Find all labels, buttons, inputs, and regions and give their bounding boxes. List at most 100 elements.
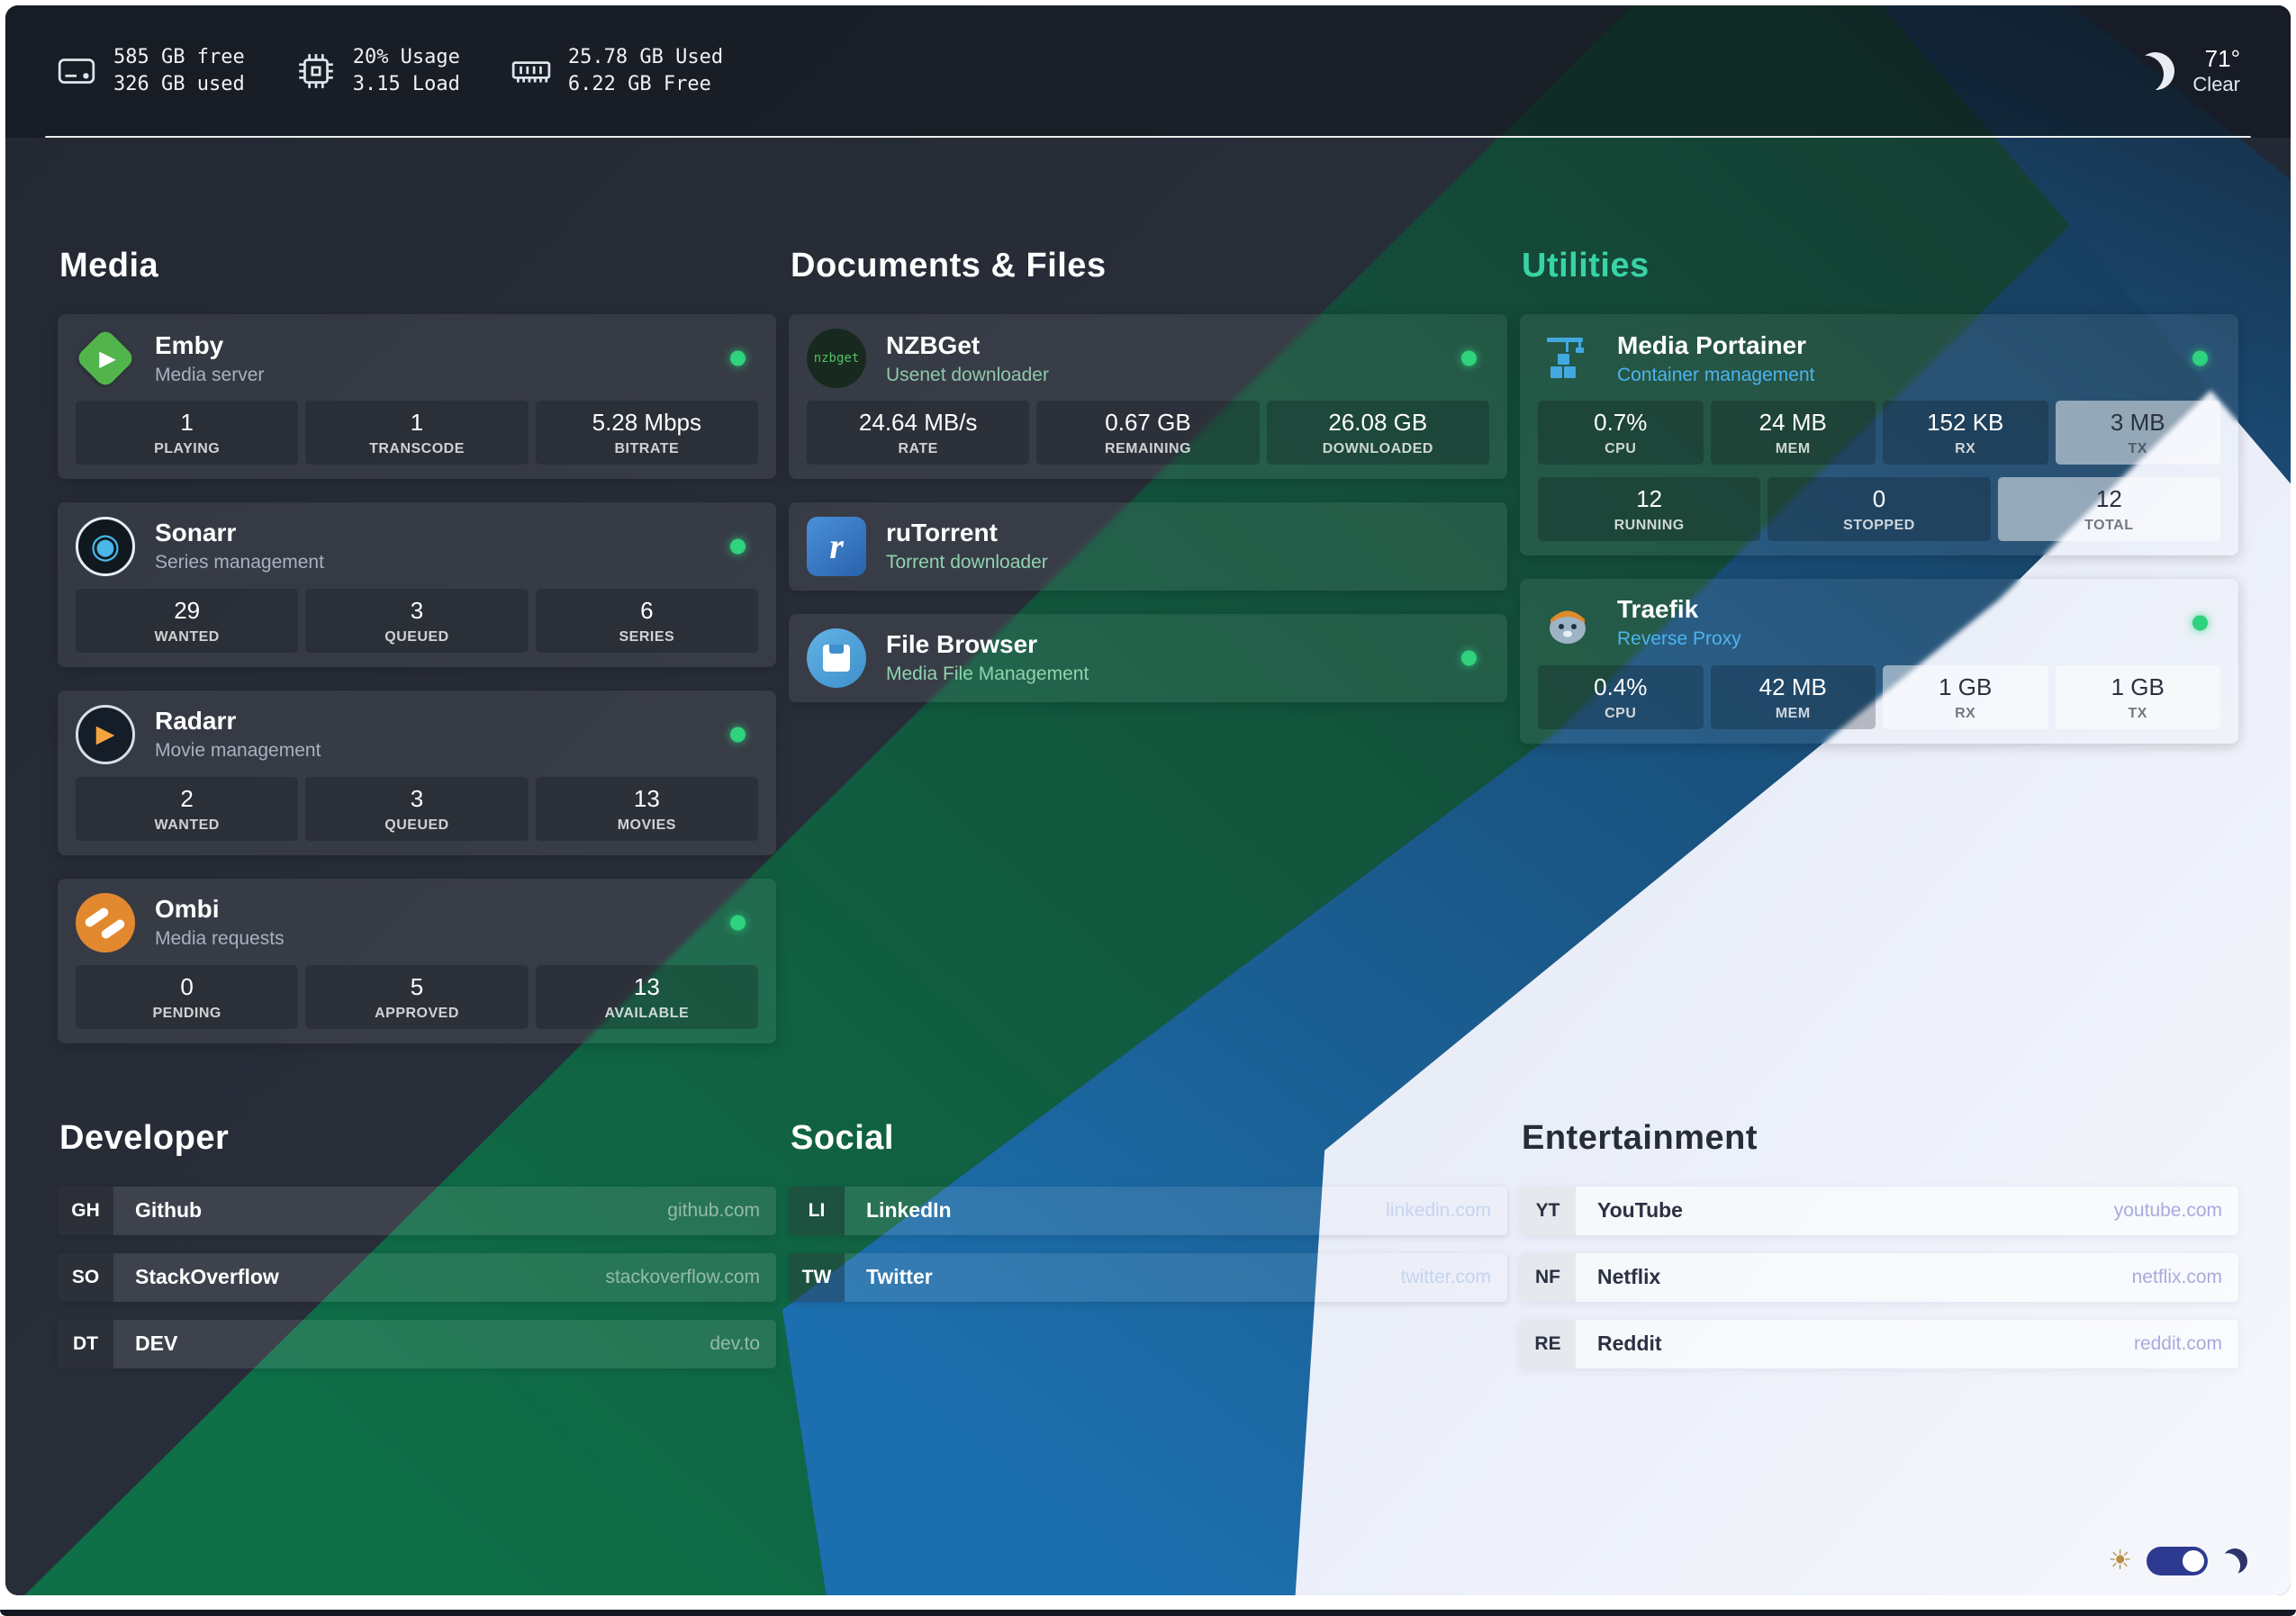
bookmark-name: Twitter (866, 1265, 933, 1289)
status-dot (2192, 350, 2208, 366)
stat-queued: 3 QUEUED (305, 588, 529, 653)
portainer-icon (1538, 329, 1597, 388)
app-title: Traefik (1617, 595, 1699, 624)
emby-icon: ▶ (75, 328, 136, 389)
bookmark-url: netflix.com (2131, 1266, 2222, 1287)
bookmark-youtube[interactable]: YT YouTube youtube.com (1520, 1186, 2238, 1235)
section-entertainment: Entertainment YT YouTube youtube.com NF Netfl… (1520, 1119, 2238, 1368)
weather-condition: Clear (2192, 73, 2240, 96)
app-card-emby[interactable]: ▶ Emby Media server 1 PLAYING 1 TRANSCODE 5.28 … (58, 314, 776, 479)
app-card-traefik[interactable]: Traefik Reverse Proxy 0.4% CPU 42 MB MEM 1 GB R… (1520, 578, 2238, 744)
app-card-nzbget[interactable]: nzbget NZBGet Usenet downloader 24.64 MB/s R… (789, 314, 1507, 479)
app-subtitle: Usenet downloader (886, 364, 1049, 385)
bookmark-dev[interactable]: DT DEV dev.to (58, 1319, 776, 1368)
app-card-sonarr[interactable]: ◉ Sonarr Series management 29 WANTED 3 QUEUED 6… (58, 501, 776, 667)
stat-rate: 24.64 MB/s RATE (807, 401, 1030, 465)
app-title: Emby (155, 330, 224, 359)
bookmark-name: Github (135, 1198, 203, 1223)
stat-rx: 152 KB RX (1883, 401, 2048, 465)
disk-used: 326 GB used (113, 72, 245, 95)
app-card-rutorrent[interactable]: r ruTorrent Torrent downloader (789, 501, 1507, 591)
status-dot (730, 350, 746, 366)
nzbget-icon: nzbget (807, 329, 866, 388)
cpu-stats: 20% Usage 3.15 Load (295, 44, 460, 97)
ram-free: 6.22 GB Free (567, 72, 711, 95)
bookmark-netflix[interactable]: NF Netflix netflix.com (1520, 1252, 2238, 1302)
stat-running: 12 RUNNING (1538, 476, 1761, 541)
bookmark-abbr: RE (1520, 1319, 1576, 1368)
theme-toggle[interactable]: ☀ (2108, 1547, 2247, 1575)
section-utilities: Utilities Media Portainer Container manage… (1520, 247, 2238, 744)
bookmark-abbr: LI (789, 1186, 845, 1235)
stat-movies: 13 MOVIES (535, 776, 758, 841)
stat-wanted: 2 WANTED (76, 776, 299, 841)
disk-stats: 585 GB free 326 GB used (56, 44, 245, 97)
app-card-portainer[interactable]: Media Portainer Container management 0.7% C… (1520, 314, 2238, 555)
main-content: Media ▶ Emby Media server 1 PLAYING 1 TRANSCODE… (5, 5, 2291, 1368)
stat-tx: 3 MB TX (2055, 401, 2220, 465)
bookmark-url: linkedin.com (1386, 1199, 1491, 1221)
rutorrent-icon: r (807, 516, 866, 576)
bookmark-url: stackoverflow.com (605, 1266, 760, 1287)
app-subtitle: Movie management (155, 740, 321, 762)
stat-playing: 1 PLAYING (76, 401, 299, 465)
bookmark-linkedin[interactable]: LI LinkedIn linkedin.com (789, 1186, 1507, 1235)
stat-transcode: 1 TRANSCODE (305, 401, 529, 465)
bookmark-url: dev.to (710, 1332, 760, 1354)
status-dot (730, 727, 746, 743)
bookmark-url: reddit.com (2133, 1332, 2222, 1354)
bookmark-sections-row: Developer GH Github github.com SO StackOverfl… (58, 1119, 2238, 1368)
app-title: Sonarr (155, 519, 237, 547)
stat-available: 13 AVAILABLE (535, 964, 758, 1029)
theme-switch[interactable] (2147, 1547, 2208, 1575)
app-card-radarr[interactable]: ▶ Radarr Movie management 2 WANTED 3 QUEUED 13 M… (58, 690, 776, 855)
status-dot (2192, 615, 2208, 631)
dark-moon-icon (2219, 1546, 2250, 1576)
status-dot (1461, 350, 1477, 366)
switch-knob (2183, 1550, 2204, 1572)
stat-total: 12 TOTAL (1997, 476, 2220, 541)
bookmark-name: DEV (135, 1332, 178, 1356)
weather-temp: 71° (2204, 44, 2240, 72)
app-sections-row: Media ▶ Emby Media server 1 PLAYING 1 TRANSCODE… (58, 247, 2238, 1043)
cpu-usage: 20% Usage (352, 45, 460, 68)
memory-icon (511, 50, 552, 92)
status-dot (1461, 650, 1477, 666)
bookmark-stackoverflow[interactable]: SO StackOverflow stackoverflow.com (58, 1252, 776, 1302)
stat-mem: 24 MB MEM (1710, 401, 1876, 465)
traefik-icon (1538, 593, 1597, 653)
stat-remaining: 0.67 GB REMAINING (1036, 401, 1260, 465)
disk-free: 585 GB free (113, 45, 245, 68)
app-card-ombi[interactable]: Ombi Media requests 0 PENDING 5 APPROVED 13 AVA… (58, 878, 776, 1043)
app-title: File Browser (886, 630, 1038, 659)
bookmark-abbr: NF (1520, 1252, 1576, 1302)
sun-icon: ☀ (2108, 1546, 2132, 1575)
bookmark-name: StackOverflow (135, 1265, 279, 1289)
stat-pending: 0 PENDING (76, 964, 299, 1029)
app-title: Ombi (155, 895, 220, 924)
stat-mem: 42 MB MEM (1710, 664, 1876, 729)
bookmark-abbr: GH (58, 1186, 113, 1235)
bookmark-twitter[interactable]: TW Twitter twitter.com (789, 1252, 1507, 1302)
section-title-media: Media (59, 247, 159, 284)
bookmark-github[interactable]: GH Github github.com (58, 1186, 776, 1235)
stat-tx: 1 GB TX (2055, 664, 2220, 729)
window-bottom-edge (0, 1610, 2296, 1616)
app-title: NZBGet (886, 330, 981, 359)
bookmark-url: youtube.com (2113, 1199, 2222, 1221)
section-social: Social LI LinkedIn linkedin.com TW Twitter twi… (789, 1119, 1507, 1302)
section-documents: Documents & Files nzbget NZBGet Usenet down… (789, 247, 1507, 702)
app-card-filebrowser[interactable]: File Browser Media File Management (789, 613, 1507, 702)
section-title-entertainment: Entertainment (1522, 1118, 1758, 1157)
cpu-load: 3.15 Load (352, 72, 460, 95)
bookmark-name: Netflix (1597, 1265, 1661, 1289)
bookmark-url: github.com (667, 1199, 760, 1221)
bookmark-abbr: YT (1520, 1186, 1576, 1235)
bookmark-reddit[interactable]: RE Reddit reddit.com (1520, 1319, 2238, 1368)
app-subtitle: Container management (1617, 364, 1815, 385)
app-subtitle: Media File Management (886, 664, 1089, 685)
app-title: Media Portainer (1617, 330, 1807, 359)
bookmark-name: LinkedIn (866, 1198, 952, 1223)
section-title-documents: Documents & Files (791, 247, 1107, 284)
